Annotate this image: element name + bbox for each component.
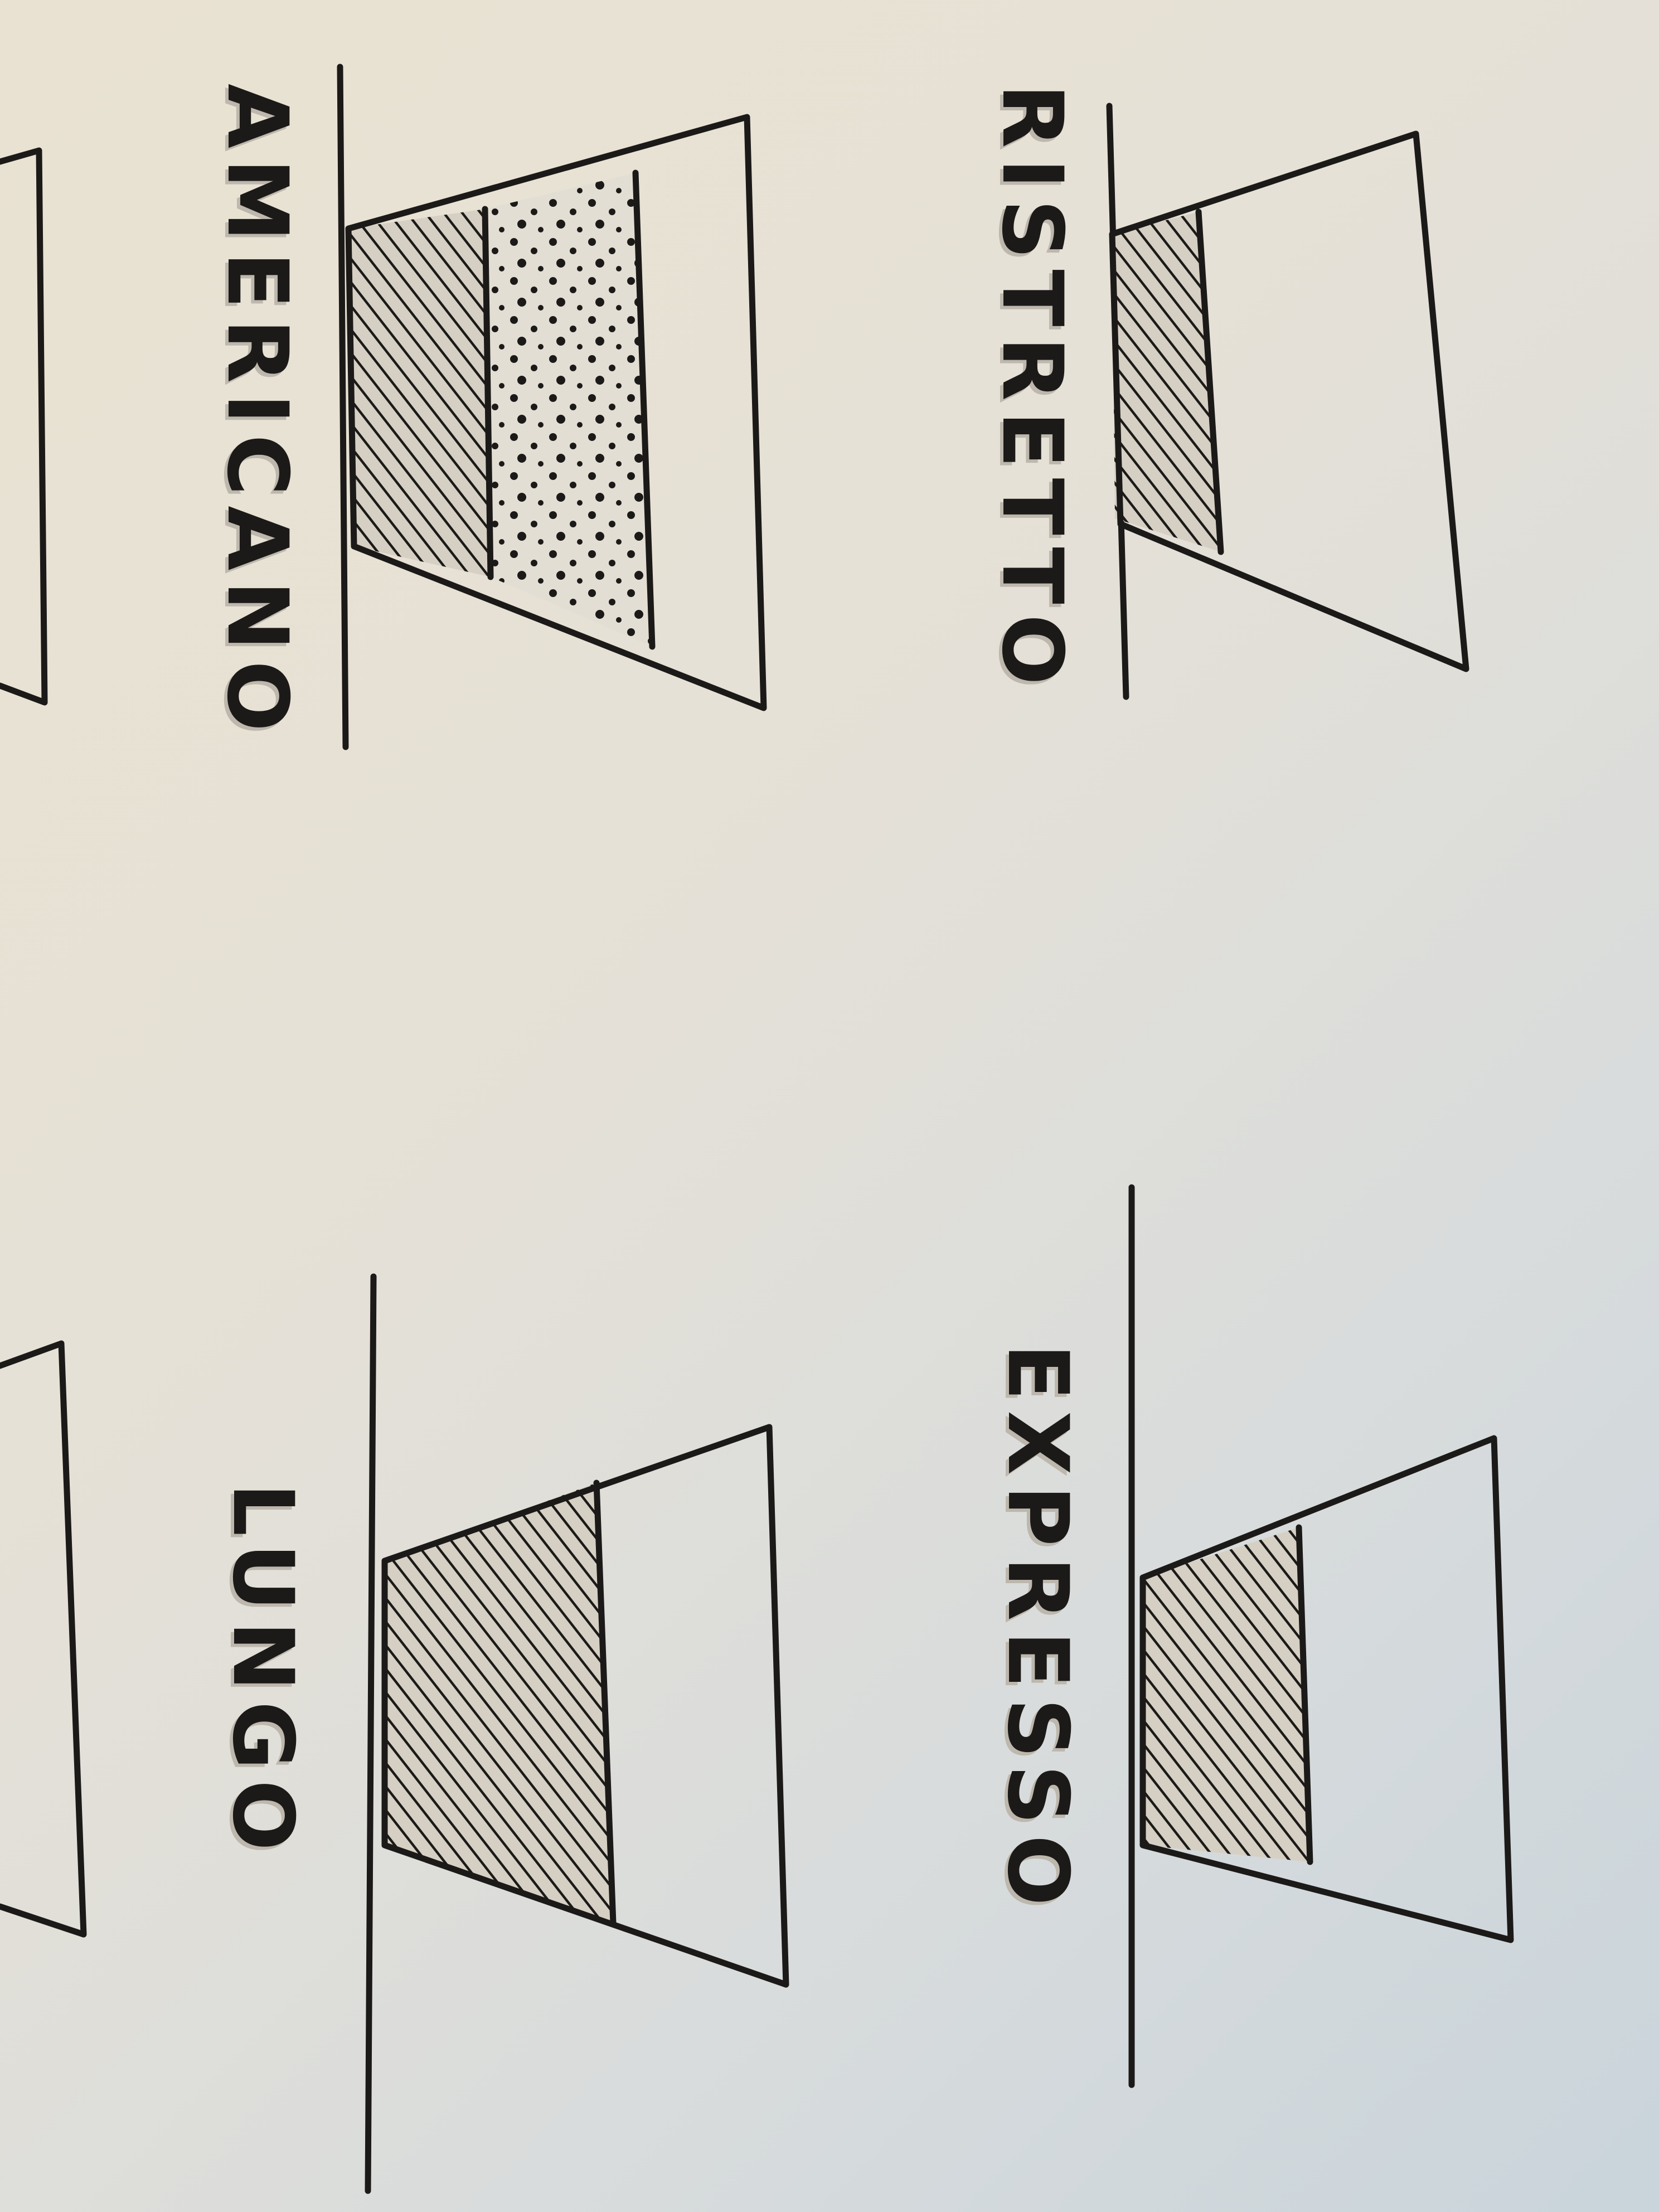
cup-outline [381,1424,789,1988]
layer-divider-1 [482,206,494,580]
label-lungo-shadow: LUNGO [211,1486,308,1864]
cup-expresso: EXPRESSO EXPRESSO [986,1184,1514,2088]
layer-divider-2 [632,169,656,650]
cup-partial-bottom-left [0,1340,87,1938]
label-ristretto: RISTRETTO [983,84,1080,695]
cup-ristretto: RISTRETTO RISTRETTO [980,84,1469,700]
label-ristretto-shadow: RISTRETTO [980,87,1077,698]
coffee-layer [385,1483,613,1923]
layer-divider [1296,1524,1313,1865]
cup-outline [1109,130,1469,672]
label-expresso: EXPRESSO [989,1343,1086,1916]
label-americano: AMERICANO [208,84,305,741]
cup-outline [345,114,767,711]
coffee-layer [348,209,491,577]
cup-outline-partial [0,1340,87,1938]
label-lungo: LUNGO [214,1483,311,1861]
cup-outline-partial [0,147,48,706]
coffee-layer [1143,1527,1310,1862]
rotated-drawing: RISTRETTO RISTRETTO EXPRESSO EXPRESSO AM… [0,64,1514,2194]
cup-outline [1139,1435,1514,1943]
coffee-layer [1112,212,1221,552]
cup-partial-top-left [0,147,48,706]
saucer-line [337,64,349,750]
dotted-layer [485,173,652,647]
saucer-line [365,1273,377,2194]
layer-divider [593,1479,617,1927]
cup-americano: AMERICANO AMERICANO [205,64,767,750]
label-expresso-shadow: EXPRESSO [986,1347,1083,1919]
layer-divider [1195,208,1224,555]
cup-lungo: LUNGO LUNGO [211,1273,789,2194]
label-americano-shadow: AMERICANO [205,87,302,745]
